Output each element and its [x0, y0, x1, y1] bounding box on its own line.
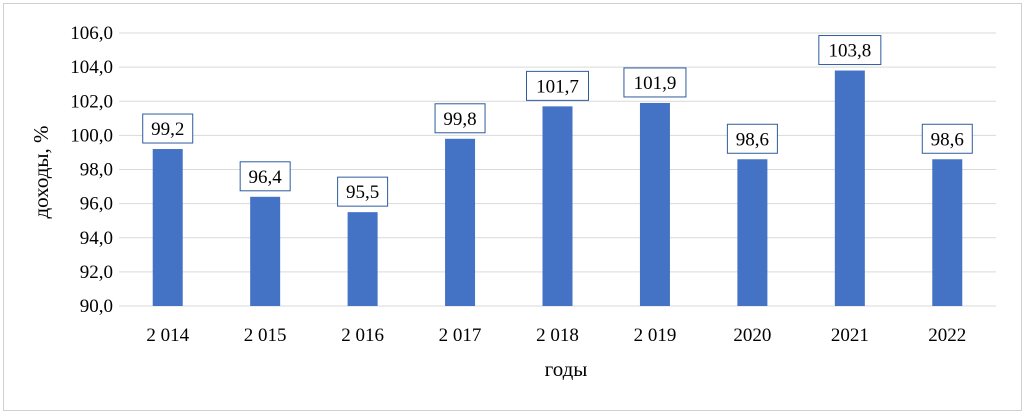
data-label: 99,2: [151, 119, 184, 140]
x-tick-label: 2 019: [634, 325, 677, 346]
data-label: 103,8: [828, 41, 871, 62]
data-label-box: [818, 35, 882, 66]
x-tick-label: 2 018: [536, 325, 579, 346]
bar: [347, 212, 378, 306]
bar: [445, 138, 476, 306]
y-tick-label: 92,0: [80, 262, 113, 283]
bar: [932, 159, 963, 306]
bar: [542, 106, 573, 307]
data-label-box: [623, 67, 687, 98]
data-label: 98,6: [736, 129, 769, 150]
x-tick-label: 2 017: [439, 325, 482, 346]
data-label: 98,6: [931, 129, 964, 150]
data-label: 101,9: [634, 73, 677, 94]
x-axis-title: годы: [545, 357, 588, 381]
data-label-box: [434, 103, 486, 134]
y-tick-label: 98,0: [80, 160, 113, 181]
chart-frame: 99,2 96,4 95,5 99,8 101,7 101,9 98,6 103,8 98,6 …: [3, 3, 1022, 411]
y-tick-label: 104,0: [70, 57, 113, 78]
data-label: 96,4: [249, 167, 283, 188]
data-label-box: [239, 161, 291, 192]
x-tick-label: 2020: [733, 325, 771, 346]
y-tick-label: 90,0: [80, 296, 113, 317]
x-tick-label: 2 016: [341, 325, 384, 346]
data-label-box: [526, 70, 589, 101]
data-labels: 99,2 96,4 95,5 99,8 101,7 101,9 98,6 103,8 98,6: [142, 35, 973, 207]
data-label-box: [726, 123, 778, 154]
data-label: 99,8: [443, 109, 476, 130]
data-label: 95,5: [346, 182, 379, 203]
x-tick-label: 2021: [831, 325, 869, 346]
x-axis-ticks: 2 014 2 015 2 016 2 017 2 018 2 019 2020 2021 20…: [146, 325, 966, 346]
data-label: 101,7: [536, 76, 579, 97]
bar: [250, 196, 281, 306]
bar: [737, 159, 768, 306]
y-tick-label: 94,0: [80, 228, 113, 249]
y-tick-label: 106,0: [70, 23, 113, 44]
bar: [639, 102, 670, 306]
x-tick-label: 2 014: [146, 325, 189, 346]
bars: [152, 70, 963, 307]
y-axis-ticks: 90,0 92,0 94,0 96,0 98,0 100,0 102,0 104,0 106,0: [70, 23, 113, 317]
y-tick-label: 100,0: [70, 125, 113, 146]
y-tick-label: 96,0: [80, 194, 113, 215]
data-label-box: [921, 123, 973, 154]
y-tick-label: 102,0: [70, 91, 113, 112]
x-tick-label: 2022: [928, 325, 966, 346]
x-tick-label: 2 015: [244, 325, 287, 346]
bar: [152, 149, 183, 306]
data-label-box: [142, 113, 194, 144]
bar: [834, 70, 865, 306]
data-label-box: [337, 176, 389, 207]
y-axis-title: доходы, %: [29, 125, 53, 218]
